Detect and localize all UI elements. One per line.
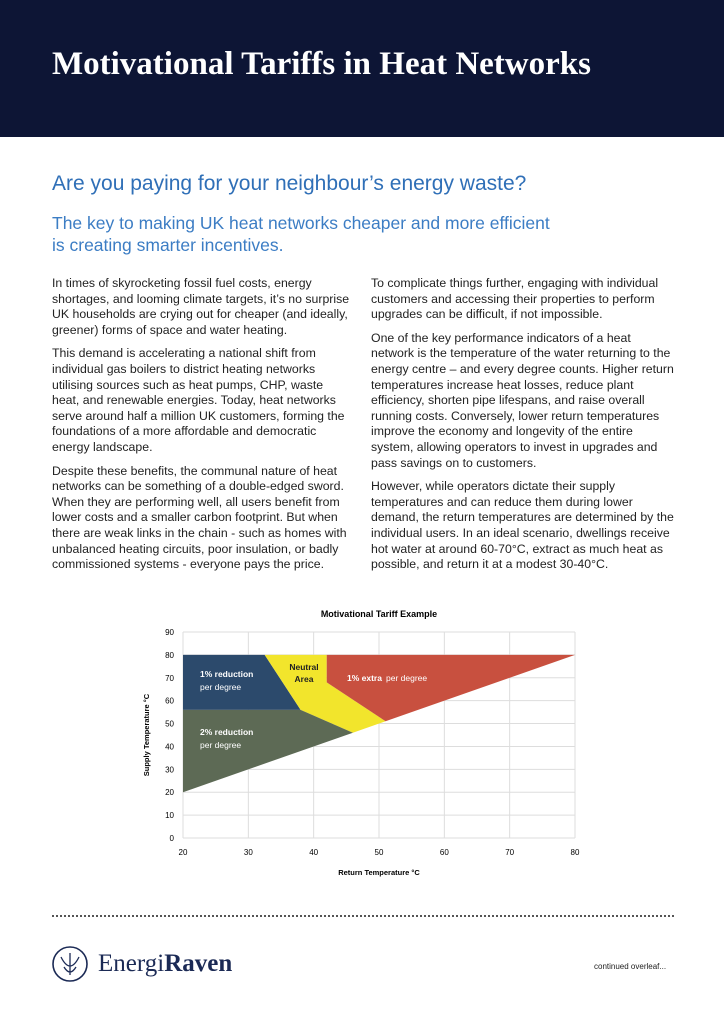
page-title: Motivational Tariffs in Heat Networks [52,46,591,82]
y-tick-label: 90 [165,628,174,637]
region [326,654,575,722]
y-tick-label: 80 [165,651,174,660]
chart: Motivational Tariff Example 0 10 20 30 40 50 60… [142,609,580,877]
paragraph: To complicate things further, engaging w… [371,276,659,322]
headline: Are you paying for your neighbour’s ener… [52,172,527,195]
x-tick-label: 70 [505,848,514,857]
y-axis-label: Supply Temperature °C [142,693,151,776]
region-label: Area [295,674,314,684]
y-tick-label: 20 [165,788,174,797]
y-tick-label: 50 [165,720,174,729]
paragraph: Despite these benefits, the communal nat… [52,463,347,572]
region-label: 1% extra [347,673,382,683]
logo-part: Energi [98,950,165,977]
y-tick-label: 10 [165,811,174,820]
chart-title: Motivational Tariff Example [321,609,437,619]
y-tick-label: 60 [165,697,174,706]
x-tick-label: 60 [440,848,449,857]
region [264,654,386,733]
x-tick-label: 40 [309,848,318,857]
region-label: per degree [200,740,241,750]
logo-part: Raven [164,950,233,977]
region-label: per degree [386,673,427,683]
logo-icon [52,946,88,982]
x-tick-label: 20 [179,848,188,857]
x-tick-label: 30 [244,848,253,857]
region [183,654,301,710]
subheadline: The key to making UK heat networks cheap… [52,213,550,255]
region-label: per degree [200,682,241,692]
x-tick-label: 80 [571,848,580,857]
x-axis-label: Return Temperature °C [338,868,420,877]
y-tick-label: 70 [165,674,174,683]
text-column: In times of skyrocketing fossil fuel cos… [52,276,352,581]
x-tick-label: 50 [375,848,384,857]
divider [52,915,674,917]
region-label: 1% reduction [200,669,253,679]
y-tick-label: 0 [170,834,175,843]
paragraph: In times of skyrocketing fossil fuel cos… [52,276,350,337]
footer-note: continued overleaf... [594,962,667,971]
header-bar [0,0,724,137]
region-label: Neutral [289,662,318,672]
y-tick-label: 30 [165,765,174,774]
region-label: 2% reduction [200,727,253,737]
text-column: To complicate things further, engaging w… [371,276,676,581]
paragraph: However, while operators dictate their s… [371,479,674,572]
region [183,709,353,793]
paragraph: This demand is accelerating a national s… [52,346,345,454]
paragraph: One of the key performance indicators of… [371,330,674,470]
logo: EnergiRaven [98,950,232,978]
y-tick-label: 40 [165,742,174,751]
